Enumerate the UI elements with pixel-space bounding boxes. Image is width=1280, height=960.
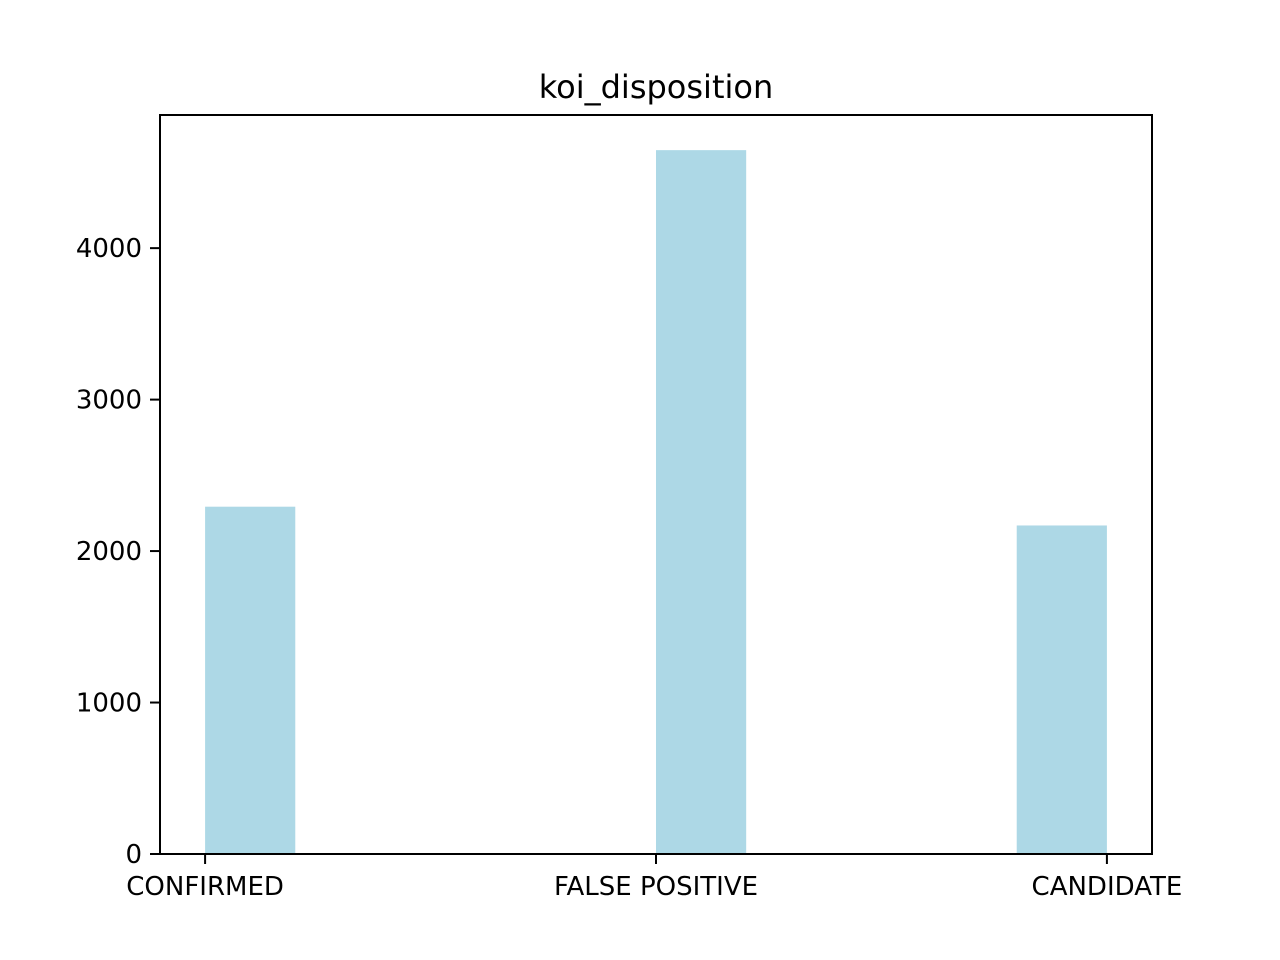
y-tick-label: 2000 [76,537,142,567]
x-tick-label: FALSE POSITIVE [554,872,758,902]
chart-title: koi_disposition [539,68,773,106]
x-tick-label: CANDIDATE [1032,872,1183,902]
bar-false-positive [656,150,747,854]
y-tick-label: 3000 [76,386,142,416]
y-axis: 0 1000 2000 3000 4000 [76,234,160,870]
bar-confirmed [205,506,296,854]
y-tick-label: 0 [125,840,142,870]
y-tick-label: 1000 [76,689,142,719]
bar-candidate [1016,525,1107,854]
bars-group [205,150,1107,854]
x-axis: CONFIRMED FALSE POSITIVE CANDIDATE [126,854,1182,902]
x-tick-label: CONFIRMED [126,872,284,902]
y-tick-label: 4000 [76,234,142,264]
